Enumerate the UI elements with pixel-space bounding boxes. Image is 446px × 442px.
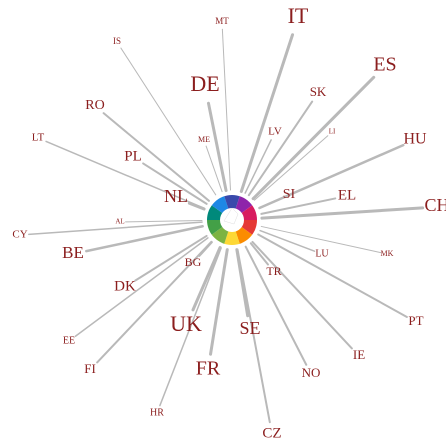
- country-label: LI: [329, 128, 336, 136]
- spoke: [258, 143, 405, 210]
- country-label: CZ: [262, 425, 281, 441]
- country-label: PL: [124, 148, 142, 164]
- country-label: AL: [115, 218, 124, 226]
- country-label: DK: [114, 278, 136, 294]
- country-label: BG: [185, 255, 202, 269]
- spoke: [209, 248, 229, 356]
- spoke: [239, 33, 295, 193]
- spoke: [244, 139, 272, 194]
- country-label: DE: [190, 71, 219, 96]
- spoke: [159, 247, 222, 407]
- country-label: IS: [113, 36, 121, 46]
- country-label: RO: [85, 98, 104, 113]
- country-label: EL: [338, 187, 356, 203]
- spoke: [102, 112, 210, 202]
- labels: MT IT IS ES DE SK RO ME LV LI HU LT PL NL SI EL CH CY AL LU…: [12, 3, 446, 441]
- country-label: SE: [239, 318, 260, 338]
- country-label: IE: [353, 347, 365, 362]
- country-label: EE: [63, 335, 75, 346]
- spoke: [260, 206, 425, 220]
- spoke: [249, 242, 269, 266]
- spoke: [142, 162, 208, 205]
- country-label: NL: [164, 186, 188, 206]
- spoke: [85, 225, 204, 253]
- country-label: SI: [283, 187, 296, 202]
- country-label: UK: [170, 311, 202, 336]
- country-label: BE: [62, 243, 84, 262]
- spoke: [236, 248, 271, 424]
- spoke: [28, 221, 203, 236]
- spoke: [254, 135, 329, 201]
- spoke: [74, 237, 209, 337]
- country-label: TR: [266, 264, 281, 278]
- country-label: FI: [84, 361, 96, 376]
- spoke: [191, 246, 222, 312]
- country-label: HR: [150, 407, 164, 418]
- spoke: [251, 240, 353, 350]
- spoke: [260, 225, 382, 254]
- spoke: [247, 100, 314, 197]
- country-label: ME: [198, 135, 210, 144]
- spoke: [205, 145, 223, 193]
- spoke: [257, 233, 408, 318]
- hub-pinwheel: [223, 207, 239, 225]
- spokes: [28, 28, 425, 424]
- country-label: LU: [315, 248, 329, 259]
- country-label: PT: [408, 313, 423, 328]
- spoke: [125, 220, 203, 223]
- spoke: [258, 198, 280, 209]
- country-label: IT: [288, 3, 309, 28]
- spoke: [134, 234, 208, 282]
- country-label: NO: [302, 365, 321, 380]
- spoke: [259, 229, 316, 252]
- country-label: MT: [215, 16, 229, 26]
- hub-wedge: [222, 220, 242, 245]
- spoke: [244, 245, 308, 366]
- spoke: [251, 75, 376, 201]
- country-label: HU: [403, 131, 427, 148]
- spoke: [187, 201, 206, 211]
- country-label: CH: [424, 195, 446, 215]
- country-label: SK: [310, 84, 327, 99]
- spoke: [120, 47, 217, 196]
- spoke: [221, 28, 231, 191]
- country-label: LV: [268, 126, 282, 138]
- hub-wedge: [222, 195, 242, 220]
- country-label: ES: [373, 54, 396, 76]
- country-label: CY: [12, 229, 27, 241]
- spoke: [206, 101, 228, 193]
- spoke: [45, 140, 206, 210]
- country-label: MK: [381, 249, 394, 258]
- spoke: [260, 197, 337, 215]
- country-label: FR: [196, 358, 221, 380]
- country-label: LT: [32, 132, 45, 144]
- spoke: [96, 240, 213, 364]
